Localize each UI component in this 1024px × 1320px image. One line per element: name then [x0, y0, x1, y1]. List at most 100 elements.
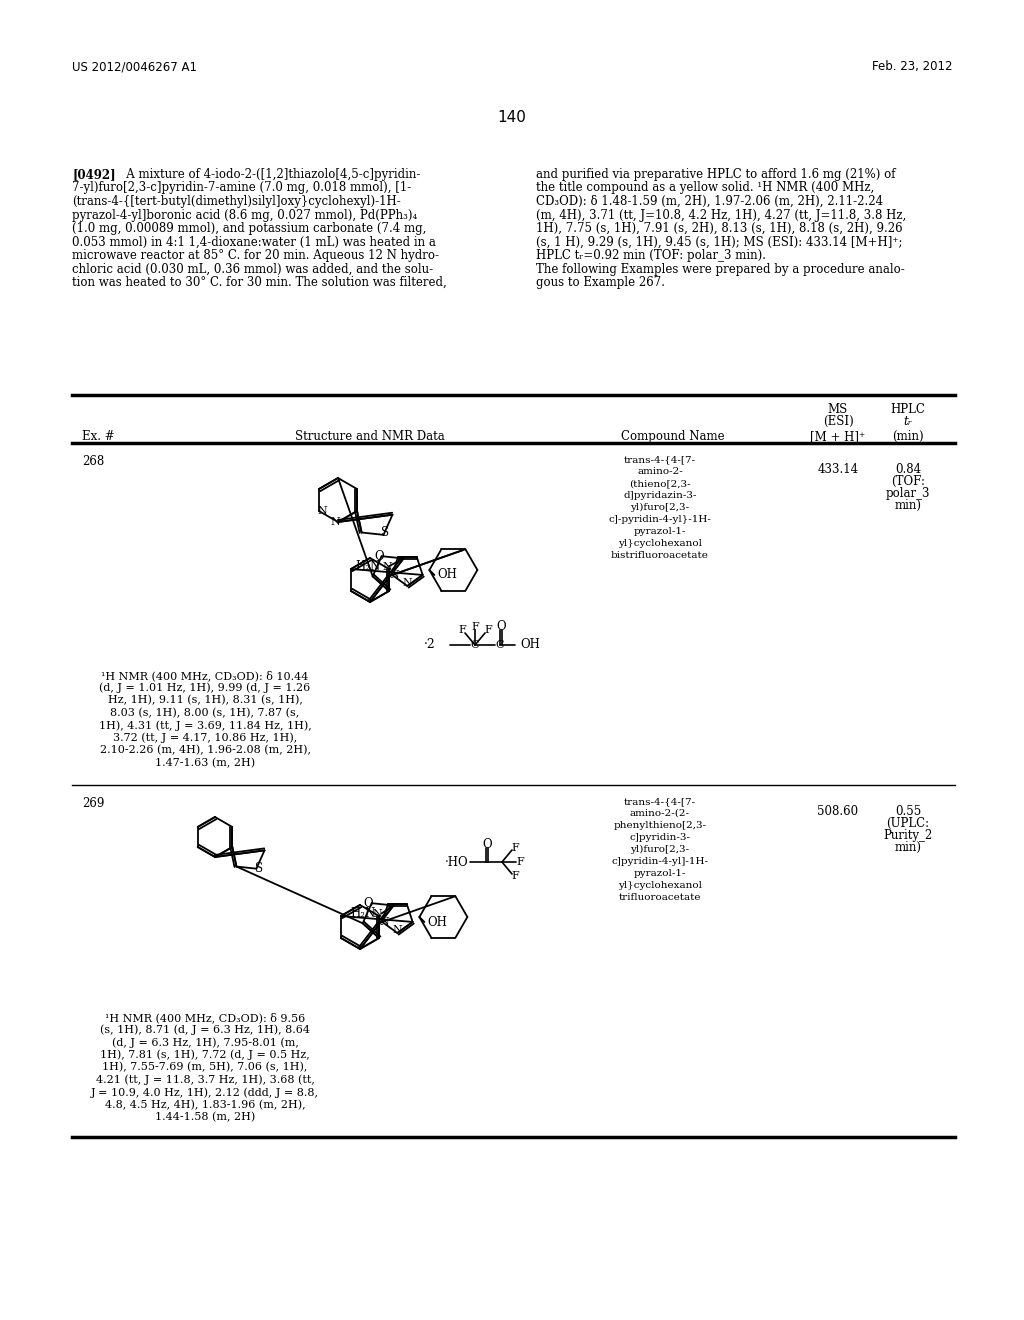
Text: Purity_2: Purity_2 — [884, 829, 933, 842]
Text: F: F — [511, 843, 519, 853]
Text: c]pyridin-4-yl]-1H-: c]pyridin-4-yl]-1H- — [611, 857, 709, 866]
Text: US 2012/0046267 A1: US 2012/0046267 A1 — [72, 59, 197, 73]
Text: (1.0 mg, 0.00089 mmol), and potassium carbonate (7.4 mg,: (1.0 mg, 0.00089 mmol), and potassium ca… — [72, 222, 426, 235]
Text: 140: 140 — [498, 110, 526, 125]
Text: c]pyridin-3-: c]pyridin-3- — [630, 833, 690, 842]
Text: (ESI): (ESI) — [822, 414, 853, 428]
Text: pyrazol-1-: pyrazol-1- — [634, 527, 686, 536]
Text: (UPLC:: (UPLC: — [887, 817, 930, 830]
Text: N: N — [317, 506, 327, 516]
Text: F: F — [471, 622, 479, 632]
Text: Feb. 23, 2012: Feb. 23, 2012 — [871, 59, 952, 73]
Text: ·2: ·2 — [424, 639, 436, 652]
Text: Hz, 1H), 9.11 (s, 1H), 8.31 (s, 1H),: Hz, 1H), 9.11 (s, 1H), 8.31 (s, 1H), — [108, 696, 302, 705]
Text: yl)furo[2,3-: yl)furo[2,3- — [631, 503, 689, 512]
Text: ¹H NMR (400 MHz, CD₃OD): δ 10.44: ¹H NMR (400 MHz, CD₃OD): δ 10.44 — [101, 671, 308, 681]
Text: c]-pyridin-4-yl}-1H-: c]-pyridin-4-yl}-1H- — [608, 515, 712, 524]
Text: HPLC tᵣ=0.92 min (TOF: polar_3 min).: HPLC tᵣ=0.92 min (TOF: polar_3 min). — [536, 249, 766, 261]
Text: 1H), 4.31 (tt, J = 3.69, 11.84 Hz, 1H),: 1H), 4.31 (tt, J = 3.69, 11.84 Hz, 1H), — [98, 719, 311, 730]
Text: pyrazol-1-: pyrazol-1- — [634, 869, 686, 878]
Text: 0.053 mmol) in 4:1 1,4-dioxane:water (1 mL) was heated in a: 0.053 mmol) in 4:1 1,4-dioxane:water (1 … — [72, 235, 436, 248]
Text: trans-4-{4-[7-: trans-4-{4-[7- — [624, 455, 696, 465]
Text: (TOF:: (TOF: — [891, 475, 925, 488]
Text: microwave reactor at 85° C. for 20 min. Aqueous 12 N hydro-: microwave reactor at 85° C. for 20 min. … — [72, 249, 439, 261]
Text: amino-2-: amino-2- — [637, 467, 683, 477]
Text: HPLC: HPLC — [891, 403, 926, 416]
Text: 0.84: 0.84 — [895, 463, 921, 477]
Text: [M + H]⁺: [M + H]⁺ — [810, 430, 865, 444]
Text: OH: OH — [427, 916, 447, 928]
Text: (d, J = 6.3 Hz, 1H), 7.95-8.01 (m,: (d, J = 6.3 Hz, 1H), 7.95-8.01 (m, — [112, 1038, 298, 1048]
Text: F: F — [516, 857, 524, 867]
Text: F: F — [511, 871, 519, 880]
Text: 433.14: 433.14 — [817, 463, 858, 477]
Text: F: F — [484, 624, 492, 635]
Text: trans-4-{4-[7-: trans-4-{4-[7- — [624, 797, 696, 807]
Text: 0.55: 0.55 — [895, 805, 922, 818]
Text: O: O — [497, 620, 506, 634]
Text: (s, 1 H), 9.29 (s, 1H), 9.45 (s, 1H); MS (ESI): 433.14 [M+H]⁺;: (s, 1 H), 9.29 (s, 1H), 9.45 (s, 1H); MS… — [536, 235, 902, 248]
Text: H₂N: H₂N — [355, 560, 381, 573]
Text: F: F — [458, 624, 466, 635]
Text: N: N — [389, 570, 399, 579]
Text: 2.10-2.26 (m, 4H), 1.96-2.08 (m, 2H),: 2.10-2.26 (m, 4H), 1.96-2.08 (m, 2H), — [99, 744, 310, 755]
Text: N: N — [330, 517, 340, 527]
Text: Compound Name: Compound Name — [622, 430, 725, 444]
Text: min): min) — [895, 841, 922, 854]
Text: min): min) — [895, 499, 922, 512]
Text: 508.60: 508.60 — [817, 805, 858, 818]
Text: (thieno[2,3-: (thieno[2,3- — [629, 479, 691, 488]
Text: phenylthieno[2,3-: phenylthieno[2,3- — [613, 821, 707, 830]
Text: N: N — [379, 917, 389, 927]
Text: tion was heated to 30° C. for 30 min. The solution was filtered,: tion was heated to 30° C. for 30 min. Th… — [72, 276, 446, 289]
Text: bistrifluoroacetate: bistrifluoroacetate — [611, 550, 709, 560]
Text: J = 10.9, 4.0 Hz, 1H), 2.12 (ddd, J = 8.8,: J = 10.9, 4.0 Hz, 1H), 2.12 (ddd, J = 8.… — [91, 1086, 319, 1097]
Text: pyrazol-4-yl]boronic acid (8.6 mg, 0.027 mmol), Pd(PPh₃)₄: pyrazol-4-yl]boronic acid (8.6 mg, 0.027… — [72, 209, 417, 222]
Text: O: O — [364, 896, 374, 909]
Text: 268: 268 — [82, 455, 104, 469]
Text: O: O — [482, 838, 492, 851]
Text: 269: 269 — [82, 797, 104, 810]
Text: chloric acid (0.030 mL, 0.36 mmol) was added, and the solu-: chloric acid (0.030 mL, 0.36 mmol) was a… — [72, 263, 433, 276]
Text: OH: OH — [520, 639, 540, 652]
Text: gous to Example 267.: gous to Example 267. — [536, 276, 665, 289]
Text: 1.44-1.58 (m, 2H): 1.44-1.58 (m, 2H) — [155, 1111, 255, 1122]
Text: the title compound as a yellow solid. ¹H NMR (400 MHz,: the title compound as a yellow solid. ¹H… — [536, 181, 874, 194]
Text: (trans-4-{[tert-butyl(dimethyl)silyl]oxy}cyclohexyl)-1H-: (trans-4-{[tert-butyl(dimethyl)silyl]oxy… — [72, 195, 400, 209]
Text: 1H), 7.75 (s, 1H), 7.91 (s, 2H), 8.13 (s, 1H), 8.18 (s, 2H), 9.26: 1H), 7.75 (s, 1H), 7.91 (s, 2H), 8.13 (s… — [536, 222, 902, 235]
Text: S: S — [382, 527, 389, 540]
Text: H₂N: H₂N — [350, 907, 376, 920]
Text: MS: MS — [827, 403, 848, 416]
Text: [0492]: [0492] — [72, 168, 116, 181]
Text: yl}cyclohexanol: yl}cyclohexanol — [618, 880, 702, 890]
Text: 1H), 7.55-7.69 (m, 5H), 7.06 (s, 1H),: 1H), 7.55-7.69 (m, 5H), 7.06 (s, 1H), — [102, 1063, 307, 1072]
Text: yl}cyclohexanol: yl}cyclohexanol — [618, 539, 702, 548]
Text: tᵣ: tᵣ — [903, 414, 912, 428]
Text: and purified via preparative HPLC to afford 1.6 mg (21%) of: and purified via preparative HPLC to aff… — [536, 168, 896, 181]
Text: yl)furo[2,3-: yl)furo[2,3- — [631, 845, 689, 854]
Text: 4.8, 4.5 Hz, 4H), 1.83-1.96 (m, 2H),: 4.8, 4.5 Hz, 4H), 1.83-1.96 (m, 2H), — [104, 1100, 305, 1110]
Text: S: S — [255, 862, 263, 875]
Text: The following Examples were prepared by a procedure analo-: The following Examples were prepared by … — [536, 263, 905, 276]
Text: d]pyridazin-3-: d]pyridazin-3- — [624, 491, 696, 500]
Text: Structure and NMR Data: Structure and NMR Data — [295, 430, 444, 444]
Text: 1H), 7.81 (s, 1H), 7.72 (d, J = 0.5 Hz,: 1H), 7.81 (s, 1H), 7.72 (d, J = 0.5 Hz, — [100, 1049, 310, 1060]
Text: amino-2-(2-: amino-2-(2- — [630, 809, 690, 818]
Text: C: C — [496, 640, 504, 649]
Text: CD₃OD): δ 1.48-1.59 (m, 2H), 1.97-2.06 (m, 2H), 2.11-2.24: CD₃OD): δ 1.48-1.59 (m, 2H), 1.97-2.06 (… — [536, 195, 883, 209]
Text: 3.72 (tt, J = 4.17, 10.86 Hz, 1H),: 3.72 (tt, J = 4.17, 10.86 Hz, 1H), — [113, 733, 297, 743]
Text: N: N — [392, 925, 402, 935]
Text: ·HO: ·HO — [444, 855, 468, 869]
Text: polar_3: polar_3 — [886, 487, 930, 500]
Text: 4.21 (tt, J = 11.8, 3.7 Hz, 1H), 3.68 (tt,: 4.21 (tt, J = 11.8, 3.7 Hz, 1H), 3.68 (t… — [95, 1074, 314, 1085]
Text: A mixture of 4-iodo-2-([1,2]thiazolo[4,5-c]pyridin-: A mixture of 4-iodo-2-([1,2]thiazolo[4,5… — [115, 168, 421, 181]
Text: OH: OH — [437, 569, 458, 582]
Text: (min): (min) — [892, 430, 924, 444]
Text: 7-yl)furo[2,3-c]pyridin-7-amine (7.0 mg, 0.018 mmol), [1-: 7-yl)furo[2,3-c]pyridin-7-amine (7.0 mg,… — [72, 181, 412, 194]
Text: ¹H NMR (400 MHz, CD₃OD): δ 9.56: ¹H NMR (400 MHz, CD₃OD): δ 9.56 — [104, 1012, 305, 1023]
Text: 8.03 (s, 1H), 8.00 (s, 1H), 7.87 (s,: 8.03 (s, 1H), 8.00 (s, 1H), 7.87 (s, — [111, 708, 300, 718]
Text: N: N — [382, 562, 392, 572]
Text: C: C — [471, 640, 479, 649]
Text: N: N — [402, 578, 413, 587]
Text: Ex. #: Ex. # — [82, 430, 115, 444]
